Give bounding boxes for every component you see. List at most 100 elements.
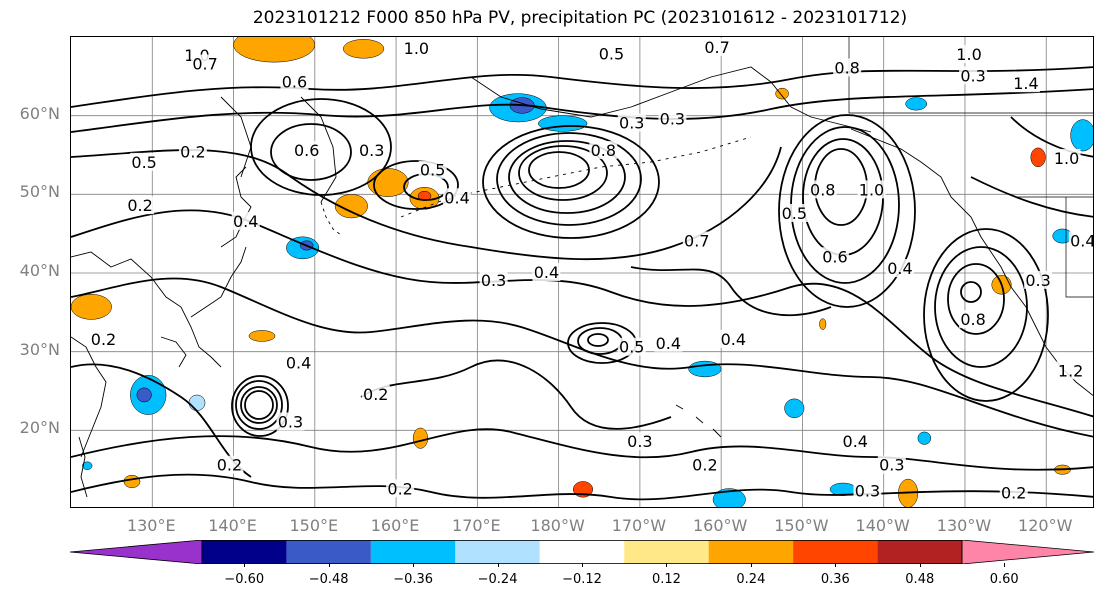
contour-label-bg bbox=[808, 180, 837, 199]
contour-label: 1.0 bbox=[956, 45, 981, 64]
precip-blob bbox=[775, 87, 789, 100]
contour-label: 0.5 bbox=[599, 44, 624, 63]
colorbar-tick-label: 0.24 bbox=[736, 572, 766, 587]
contour-labels: 1.00.70.61.00.50.70.30.30.80.60.20.50.20… bbox=[89, 38, 1093, 502]
contour-label-bg bbox=[126, 196, 155, 215]
map-title: 2023101212 F000 850 hPa PV, precipitatio… bbox=[252, 8, 908, 28]
precip-blob bbox=[905, 97, 928, 111]
contour-label-bg bbox=[1024, 270, 1053, 289]
longitude-label: 120°W bbox=[1018, 516, 1073, 535]
colorbar-tick-mark bbox=[666, 563, 668, 567]
contour-label: 0.3 bbox=[278, 412, 303, 431]
contour-label: 0.3 bbox=[660, 110, 685, 129]
precip-blob bbox=[82, 461, 93, 470]
contour-label: 0.4 bbox=[887, 259, 912, 278]
contour-label: 0.4 bbox=[286, 353, 311, 372]
precip-blob bbox=[1070, 119, 1093, 152]
contour-label: 0.2 bbox=[692, 456, 717, 475]
longitude-label: 140°E bbox=[208, 516, 257, 535]
contour-label-bg bbox=[386, 479, 415, 498]
contour-label-bg bbox=[885, 259, 914, 278]
contour-label-bg bbox=[231, 211, 260, 230]
longitude-label: 130°E bbox=[126, 516, 176, 535]
contour-label: 0.5 bbox=[619, 338, 644, 357]
contour-label-bg bbox=[820, 247, 849, 266]
contour-label-bg bbox=[191, 54, 220, 73]
colorbar-tick-mark bbox=[582, 563, 583, 567]
contour-label: 0.2 bbox=[1001, 483, 1026, 502]
precip-blob bbox=[136, 387, 152, 403]
contour-label-bg bbox=[719, 329, 748, 348]
contour-label-bg bbox=[617, 337, 646, 356]
contour-label: 0.3 bbox=[359, 141, 384, 160]
latitude-label: 20°N bbox=[19, 418, 60, 438]
pv-contours bbox=[71, 66, 1093, 501]
contour-label: 1.0 bbox=[859, 180, 884, 199]
longitude-label: 180°W bbox=[530, 516, 585, 535]
contour-label-bg bbox=[625, 432, 654, 451]
contour-label: 0.2 bbox=[363, 385, 388, 404]
longitude-label: 170°E bbox=[452, 516, 501, 535]
contour-label: 0.2 bbox=[127, 196, 152, 215]
longitude-label: 150°W bbox=[774, 516, 829, 535]
longitude-label: 170°W bbox=[611, 516, 667, 535]
contour-label: 0.5 bbox=[420, 161, 445, 180]
colorbar-extend-high bbox=[961, 539, 1095, 565]
colorbar-bin bbox=[624, 540, 709, 564]
colorbar-tick-label: 0.12 bbox=[651, 572, 681, 587]
contour-label-bg bbox=[703, 38, 732, 57]
colorbar-tick-label: −0.12 bbox=[562, 572, 602, 587]
contour-label-bg bbox=[443, 188, 472, 207]
coastlines bbox=[71, 37, 1093, 498]
contour-label-bg bbox=[853, 481, 882, 500]
contour-label: 0.4 bbox=[721, 330, 746, 349]
contour-label-bg bbox=[658, 109, 687, 128]
precip-blob bbox=[123, 474, 141, 489]
contour-label-bg bbox=[690, 455, 719, 474]
contour-label: 0.8 bbox=[960, 310, 985, 329]
colorbar-bin bbox=[539, 540, 625, 564]
contour-label: 0.4 bbox=[656, 334, 681, 353]
contour-label-bg bbox=[589, 141, 618, 160]
precip-blob bbox=[1030, 147, 1046, 168]
contour-label-bg bbox=[1056, 361, 1085, 380]
contour-label-bg bbox=[532, 263, 561, 281]
colorbar-bin bbox=[708, 540, 794, 564]
graticule bbox=[71, 37, 1093, 507]
contour-label: 0.5 bbox=[131, 153, 156, 172]
contour-label: 0.3 bbox=[1025, 271, 1050, 290]
contour-label: 0.7 bbox=[704, 38, 729, 57]
contour-label-bg bbox=[955, 45, 984, 64]
colorbar-bin bbox=[455, 540, 540, 564]
contour-label: 0.3 bbox=[960, 66, 985, 85]
colorbar-tick-mark bbox=[497, 563, 499, 567]
contour-label-bg bbox=[999, 483, 1028, 502]
colorbar-extend-low bbox=[69, 539, 203, 565]
contour-label: 0.3 bbox=[481, 271, 506, 290]
contour-label: 0.7 bbox=[684, 232, 709, 251]
contour-label-bg bbox=[857, 180, 886, 199]
colorbar-tick-label: 0.48 bbox=[905, 572, 935, 587]
contour-label-bg bbox=[479, 270, 508, 289]
colorbar-tick-label: 0.36 bbox=[820, 572, 850, 587]
latitude-label: 60°N bbox=[19, 103, 60, 123]
contour-label: 0.8 bbox=[810, 180, 835, 199]
contour-label-bg bbox=[292, 141, 321, 160]
contour-label: 0.2 bbox=[180, 143, 205, 162]
contour-label: 0.8 bbox=[591, 141, 616, 160]
latitude-label: 30°N bbox=[19, 339, 60, 359]
colorbar-tick-mark bbox=[750, 563, 752, 567]
contour-label: 0.4 bbox=[233, 212, 258, 231]
contour-label: 1.2 bbox=[1058, 361, 1083, 380]
contour-label-bg bbox=[284, 353, 313, 372]
latitude-label: 40°N bbox=[19, 261, 60, 280]
contour-label: 0.4 bbox=[444, 188, 469, 207]
contour-label: 0.4 bbox=[534, 263, 559, 282]
contour-label-bg bbox=[418, 160, 447, 179]
contour-label-bg bbox=[959, 66, 988, 85]
colorbar bbox=[69, 539, 1095, 565]
contour-label: 0.6 bbox=[294, 141, 319, 160]
contour-label-bg bbox=[402, 38, 431, 57]
contour-label-bg bbox=[780, 204, 809, 222]
colorbar-tick-label: −0.36 bbox=[393, 572, 434, 587]
